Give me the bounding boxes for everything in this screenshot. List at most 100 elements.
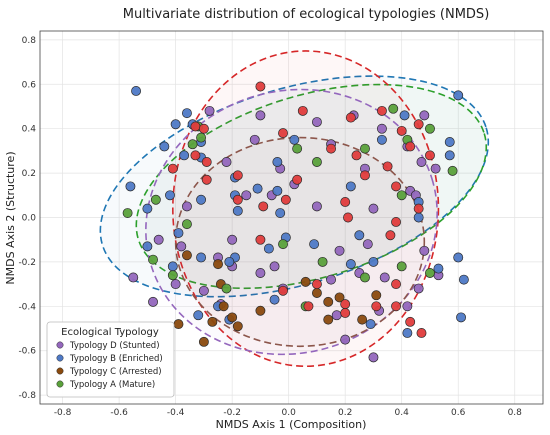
data-point	[425, 150, 435, 161]
x-tick-label: 0.6	[451, 408, 466, 418]
data-point	[345, 181, 356, 192]
data-point	[128, 272, 139, 283]
data-point	[311, 201, 322, 212]
data-point	[376, 123, 387, 134]
data-point	[413, 212, 424, 223]
data-point	[181, 219, 192, 230]
data-point	[334, 292, 345, 303]
data-point	[255, 305, 266, 316]
data-point	[176, 241, 187, 252]
data-point	[122, 208, 133, 219]
data-point	[447, 165, 458, 176]
data-point	[150, 194, 161, 205]
x-ticks: -0.8 -0.6 -0.4 -0.2 0.0 0.2 0.4 0.6 0.8	[54, 408, 522, 418]
data-point	[416, 157, 427, 167]
data-point	[278, 239, 288, 250]
data-point	[179, 150, 190, 161]
data-point	[413, 203, 424, 214]
data-point	[391, 279, 402, 290]
data-point	[351, 150, 362, 161]
data-point	[326, 274, 337, 285]
y-tick-label: 0.4	[22, 125, 37, 135]
data-point	[416, 328, 427, 338]
data-point	[224, 256, 235, 267]
data-point	[376, 134, 387, 145]
legend: Ecological Typology Typology D (Stunted)…	[46, 321, 175, 398]
data-point	[360, 143, 370, 154]
data-point	[198, 336, 209, 347]
data-point	[345, 259, 356, 270]
data-point	[198, 123, 209, 134]
data-point	[269, 261, 280, 272]
legend-marker	[56, 341, 64, 349]
data-point	[368, 256, 379, 267]
data-point	[391, 216, 402, 227]
x-tick-label: -0.4	[167, 408, 185, 418]
data-point	[196, 194, 207, 205]
data-point	[444, 137, 455, 147]
data-point	[170, 279, 181, 290]
data-point	[311, 117, 322, 127]
legend-entry-label: Typology B (Enriched)	[69, 354, 163, 364]
data-point	[280, 194, 291, 205]
data-point	[269, 294, 280, 305]
x-tick-label: -0.2	[223, 408, 241, 418]
data-point	[405, 141, 416, 152]
data-point	[340, 197, 351, 207]
data-point	[258, 201, 269, 212]
data-point	[292, 174, 303, 185]
data-point	[323, 296, 334, 307]
chart-title: Multivariate distribution of ecological …	[123, 7, 490, 22]
data-point	[181, 108, 192, 119]
confidence-ellipse	[174, 136, 426, 348]
data-point	[142, 241, 153, 252]
data-point	[252, 183, 263, 194]
data-point	[173, 319, 184, 330]
data-point	[196, 252, 207, 263]
data-point	[278, 285, 288, 296]
data-points	[122, 81, 469, 363]
data-point	[207, 316, 218, 327]
data-point	[173, 228, 184, 238]
data-point	[218, 301, 229, 312]
legend-marker	[56, 380, 64, 388]
data-point	[331, 310, 342, 321]
data-point	[275, 208, 286, 219]
data-point	[309, 239, 320, 250]
data-point	[255, 81, 266, 92]
data-point	[458, 274, 469, 285]
data-point	[326, 143, 337, 154]
data-point	[193, 310, 204, 321]
data-point	[198, 285, 209, 296]
data-point	[227, 312, 238, 323]
data-point	[360, 170, 370, 181]
data-point	[167, 270, 178, 281]
legend-box	[46, 321, 175, 398]
data-point	[425, 268, 435, 278]
data-point	[165, 190, 175, 201]
data-point	[241, 190, 252, 201]
data-point	[385, 230, 396, 241]
confidence-ellipse	[135, 83, 488, 290]
data-point	[340, 308, 351, 318]
data-point	[170, 119, 181, 130]
data-point	[289, 134, 300, 145]
y-tick-label: 0.0	[22, 214, 37, 224]
data-point	[232, 194, 243, 205]
data-point	[221, 283, 232, 294]
x-tick-label: 0.8	[508, 408, 523, 418]
y-axis-label: NMDS Axis 2 (Structure)	[4, 151, 17, 284]
confidence-ellipse	[99, 75, 490, 298]
data-point	[396, 190, 407, 201]
data-point	[382, 161, 393, 172]
x-axis-label: NMDS Axis 1 (Composition)	[216, 418, 367, 431]
plot-frame	[39, 30, 544, 405]
data-point	[396, 261, 407, 272]
data-point	[343, 212, 353, 223]
data-point	[368, 203, 379, 214]
y-tick-label: -0.6	[18, 347, 36, 357]
data-point	[131, 85, 142, 96]
data-point	[396, 125, 407, 136]
data-point	[391, 181, 402, 192]
data-point	[311, 288, 322, 298]
